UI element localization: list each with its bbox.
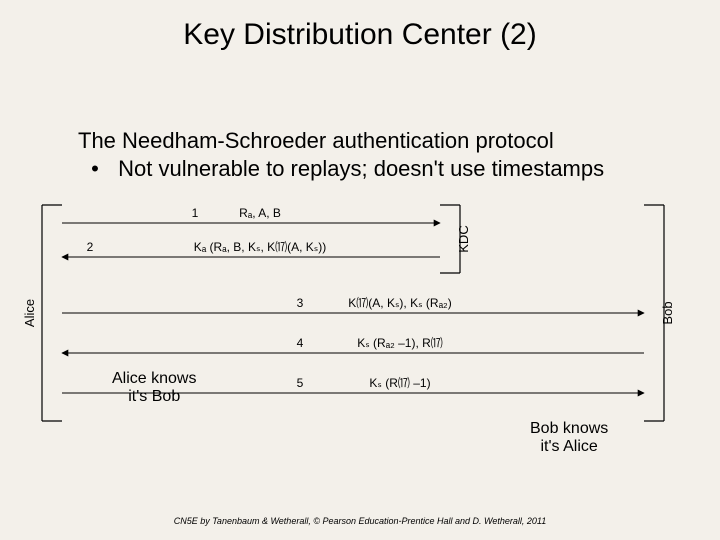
message-label-3: K⒄(A, Kₛ), Kₛ (Rₐ₂) <box>348 296 451 310</box>
message-label-1: Rₐ, A, B <box>239 206 281 220</box>
party-label-bob: Bob <box>660 301 675 324</box>
message-number-1: 1 <box>192 206 199 220</box>
party-label-alice: Alice <box>22 299 37 327</box>
slide-title: Key Distribution Center (2) <box>0 18 720 52</box>
bullet-text: Not vulnerable to replays; doesn't use t… <box>118 156 604 182</box>
callout-alice-line2: it's Bob <box>128 388 180 405</box>
message-number-3: 3 <box>297 296 304 310</box>
message-number-5: 5 <box>297 376 304 390</box>
slide-footer: CN5E by Tanenbaum & Wetherall, © Pearson… <box>0 516 720 526</box>
message-label-2: Kₐ (Rₐ, B, Kₛ, K⒄(A, Kₛ)) <box>194 240 327 254</box>
callout-bob-line2: it's Alice <box>540 438 597 455</box>
message-number-4: 4 <box>297 336 304 350</box>
message-label-4: Kₛ (Rₐ₂ –1), R⒄ <box>357 336 443 350</box>
message-number-2: 2 <box>87 240 94 254</box>
callout-bob: Bob knows it's Alice <box>530 420 608 457</box>
callout-alice: Alice knows it's Bob <box>112 370 196 407</box>
bullet-row: • Not vulnerable to replays; doesn't use… <box>78 156 604 182</box>
party-label-kdc: KDC <box>456 225 471 252</box>
slide-subtitle: The Needham-Schroeder authentication pro… <box>78 128 554 154</box>
message-label-5: Kₛ (R⒄ –1) <box>369 376 430 390</box>
bullet-marker: • <box>78 156 112 182</box>
callout-bob-line1: Bob knows <box>530 420 608 437</box>
callout-alice-line1: Alice knows <box>112 370 196 387</box>
protocol-diagram: Alice KDC Bob 1 Rₐ, A, B 2 Kₐ (Rₐ, B, Kₛ, K⒄(A… <box>0 195 720 435</box>
